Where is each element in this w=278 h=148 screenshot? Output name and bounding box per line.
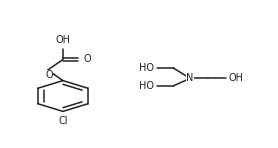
Text: O: O <box>45 70 53 80</box>
Text: OH: OH <box>55 35 70 45</box>
Text: HO: HO <box>139 63 154 73</box>
Text: Cl: Cl <box>58 116 68 126</box>
Text: HO: HO <box>139 81 154 91</box>
Text: N: N <box>187 73 194 83</box>
Text: OH: OH <box>229 73 244 83</box>
Text: O: O <box>83 54 91 65</box>
